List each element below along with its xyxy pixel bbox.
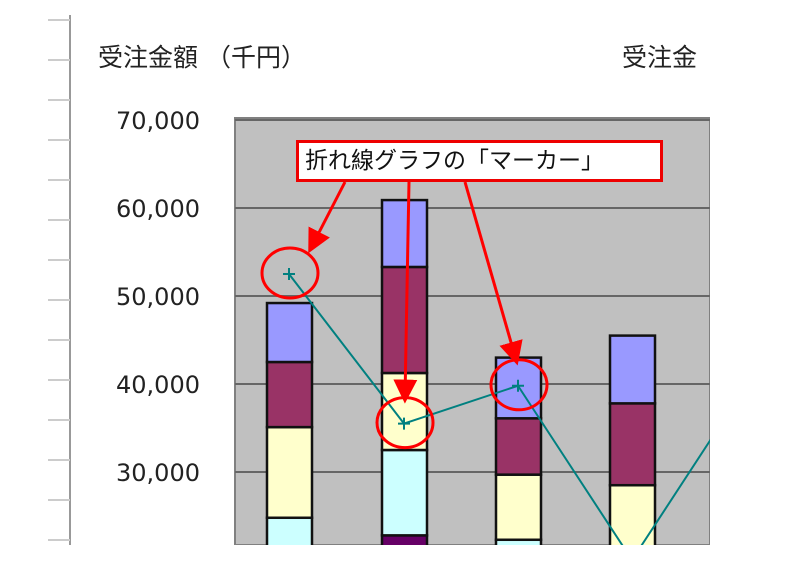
annotation-arrow (308, 181, 347, 254)
bar-segment (380, 198, 429, 269)
bar-segment (608, 334, 657, 405)
y-tick-label: 60,000 (116, 195, 200, 223)
bar-segment (608, 402, 657, 487)
bar-segment (608, 483, 657, 552)
crop-mask-right (710, 0, 800, 562)
chart-title: 受注金額 （千円） (98, 43, 306, 72)
y-tick-label: 70,000 (116, 107, 200, 135)
bar-segment (380, 448, 429, 537)
bar-segment (265, 301, 314, 364)
crop-mask-bottom (0, 545, 800, 562)
annotation-callout: 折れ線グラフの「マーカー」 (296, 140, 663, 182)
line-marker (512, 379, 524, 392)
bar-segment (494, 417, 543, 476)
line-marker (283, 268, 295, 280)
bar-segment (494, 473, 543, 542)
bar-segment (265, 425, 314, 520)
annotation-arrow (463, 181, 523, 366)
marker-highlight-circle (260, 246, 320, 300)
y-tick-label: 40,000 (116, 371, 200, 399)
line-marker (398, 417, 410, 430)
y-tick-label: 50,000 (116, 283, 200, 311)
bar-segment (265, 360, 314, 429)
annotation-arrow (393, 181, 418, 404)
chart-title-partial: 受注金 (622, 43, 698, 72)
y-tick-label: 30,000 (116, 459, 200, 487)
